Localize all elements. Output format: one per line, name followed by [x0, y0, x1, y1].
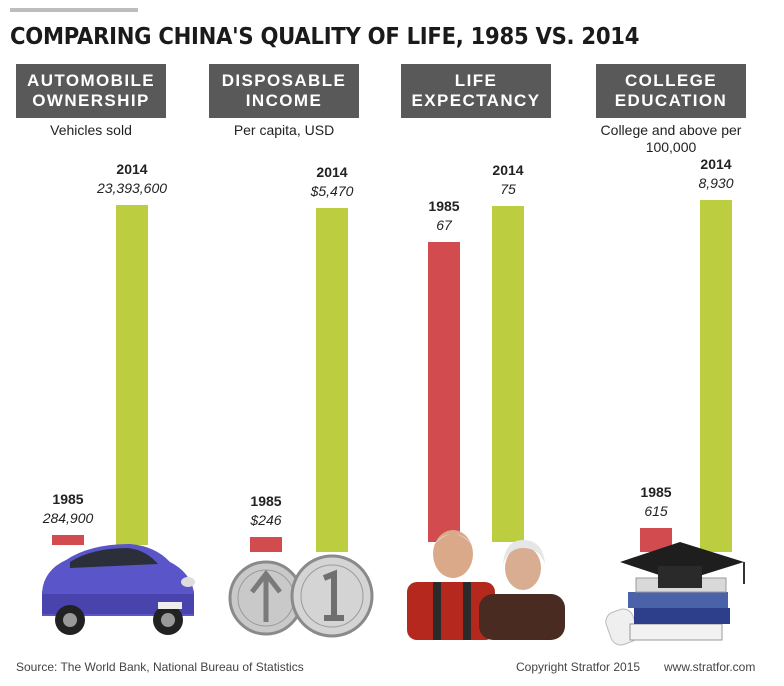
- bar-year-label: 2014: [316, 164, 348, 180]
- bar-1985-panel-3: [428, 242, 460, 542]
- bar-2014-panel-2: [316, 208, 348, 552]
- source-note: Source: The World Bank, National Bureau …: [16, 660, 304, 674]
- panel-header-3: LIFE EXPECTANCY: [401, 64, 551, 118]
- panel-header-4: COLLEGE EDUCATION: [596, 64, 746, 118]
- bar-year-label: 1985: [640, 484, 672, 500]
- car-illustration: [42, 544, 195, 635]
- bar-value-label: $246: [250, 512, 282, 528]
- bar-1985-panel-1: [52, 535, 84, 545]
- bar-year-label: 1985: [52, 491, 84, 507]
- panel-header-2: DISPOSABLE INCOME: [209, 64, 359, 118]
- website-link[interactable]: www.stratfor.com: [664, 660, 756, 674]
- panel-header-1: AUTOMOBILE OWNERSHIP: [16, 64, 166, 118]
- bar-year-label: 2014: [492, 162, 524, 178]
- copyright-note: Copyright Stratfor 2015: [516, 660, 641, 674]
- graduation-illustration: [605, 542, 745, 646]
- panel-subtitle-4: College and above per 100,000: [600, 122, 742, 155]
- panel-subtitle-1: Vehicles sold: [50, 122, 132, 138]
- bar-value-label: 615: [644, 503, 668, 519]
- bar-value-label: 75: [500, 181, 516, 197]
- top-rule: [10, 8, 138, 12]
- bar-year-label: 1985: [250, 493, 282, 509]
- bar-value-label: 8,930: [698, 175, 734, 191]
- bar-2014-panel-1: [116, 205, 148, 545]
- bar-2014-panel-4: [700, 200, 732, 552]
- coins-illustration: [228, 554, 374, 638]
- elderly-couple-illustration: [407, 530, 565, 640]
- bar-value-label: 23,393,600: [96, 180, 168, 196]
- bar-year-label: 1985: [428, 198, 460, 214]
- bar-value-label: 284,900: [42, 510, 94, 526]
- bar-year-label: 2014: [116, 161, 148, 177]
- panel-subtitle-2: Per capita, USD: [233, 122, 335, 138]
- bar-1985-panel-2: [250, 537, 282, 552]
- chart-title: COMPARING CHINA'S QUALITY OF LIFE, 1985 …: [10, 24, 640, 50]
- bar-year-label: 2014: [700, 156, 732, 172]
- bar-value-label: $5,470: [310, 183, 354, 199]
- bar-value-label: 67: [436, 217, 452, 233]
- bar-2014-panel-3: [492, 206, 524, 542]
